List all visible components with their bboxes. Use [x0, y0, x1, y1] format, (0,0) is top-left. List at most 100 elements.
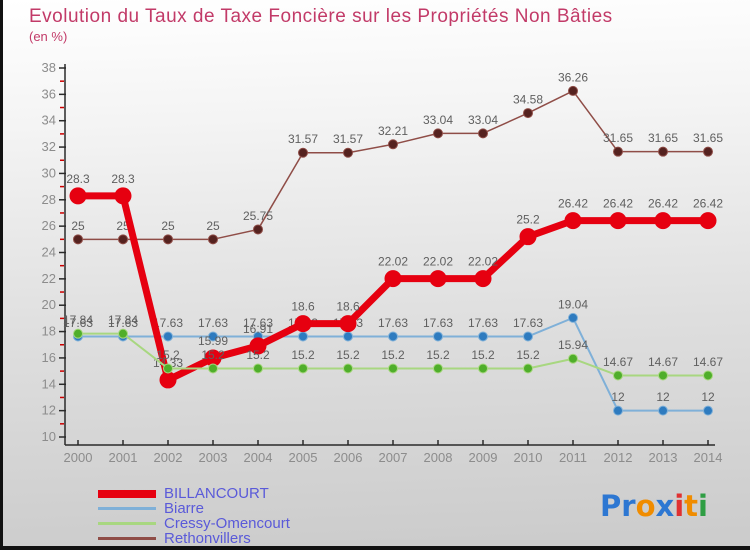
data-point [478, 128, 488, 139]
data-label: 15.2 [426, 348, 450, 362]
data-label: 17.63 [198, 316, 228, 330]
data-point [703, 146, 713, 157]
data-label: 25 [161, 219, 175, 233]
x-tick-label: 2010 [514, 450, 543, 465]
data-point [208, 234, 218, 245]
x-tick-label: 2000 [64, 450, 93, 465]
data-point [703, 405, 713, 416]
logo-letter: t [684, 489, 699, 523]
logo-letter: x [655, 489, 675, 523]
data-point [118, 328, 128, 339]
data-point [298, 147, 308, 158]
legend-item-rethonvillers: Rethonvillers [98, 531, 290, 546]
data-label: 34.58 [513, 93, 543, 107]
x-tick-label: 2004 [244, 450, 273, 465]
data-label: 14.33 [153, 356, 183, 370]
legend-label: Cressy-Omencourt [164, 515, 290, 532]
data-point [69, 187, 87, 205]
data-label: 17.63 [423, 316, 453, 330]
data-label: 31.57 [288, 132, 318, 146]
data-point [294, 315, 312, 333]
page-subtitle: (en %) [29, 29, 68, 44]
data-point [433, 128, 443, 139]
data-point [658, 146, 668, 157]
data-point [654, 212, 672, 230]
data-label: 33.04 [468, 113, 498, 127]
data-label: 17.63 [108, 316, 138, 330]
x-tick-label: 2007 [379, 450, 408, 465]
logo-letter: P [599, 489, 622, 523]
y-tick-label: 38 [42, 60, 56, 75]
x-tick-label: 2013 [649, 450, 678, 465]
data-point [388, 363, 398, 374]
data-point [343, 363, 353, 374]
data-point [73, 328, 83, 339]
data-label: 15.2 [291, 348, 315, 362]
data-label: 25 [206, 219, 220, 233]
data-point [478, 363, 488, 374]
data-point [118, 234, 128, 245]
data-point [568, 85, 578, 96]
data-label: 22.02 [378, 255, 408, 269]
data-label: 17.63 [468, 316, 498, 330]
data-label: 14.67 [648, 355, 678, 369]
data-point [478, 331, 488, 342]
x-tick-label: 2014 [694, 450, 723, 465]
chart-legend: BILLANCOURT Biarre Cressy-Omencourt Reth… [98, 486, 290, 546]
data-label: 17.84 [108, 313, 138, 327]
logo-letter: i [698, 489, 708, 523]
line-chart: 10 12 14 16 18 20 22 24 26 28 30 32 34 36 38 2000 2001 20… [42, 60, 724, 465]
data-point [114, 187, 132, 205]
data-point [523, 331, 533, 342]
data-label: 32.21 [378, 124, 408, 138]
data-label: 15.2 [201, 348, 225, 362]
y-tick-label: 12 [42, 403, 56, 418]
data-point [658, 405, 668, 416]
data-label: 28.3 [66, 172, 90, 186]
data-label: 15.99 [198, 334, 228, 348]
data-point [163, 234, 173, 245]
data-label: 25 [71, 219, 85, 233]
data-label: 18.6 [336, 300, 360, 314]
data-point [609, 212, 627, 230]
y-tick-label: 16 [42, 350, 56, 365]
data-point [208, 331, 218, 342]
y-tick-label: 10 [42, 429, 56, 444]
data-point [568, 312, 578, 323]
y-tick-label: 34 [42, 113, 56, 128]
x-tick-label: 2006 [334, 450, 363, 465]
data-label: 14.67 [603, 355, 633, 369]
data-label: 26.42 [693, 197, 723, 211]
data-point [163, 363, 173, 374]
data-point [159, 371, 177, 389]
data-point [163, 331, 173, 342]
data-label: 22.02 [423, 255, 453, 269]
data-point [253, 363, 263, 374]
data-point [298, 363, 308, 374]
data-point [298, 331, 308, 342]
data-point [339, 315, 357, 333]
x-tick-label: 2008 [424, 450, 453, 465]
data-label: 26.42 [648, 197, 678, 211]
x-tick-label: 2005 [289, 450, 318, 465]
y-tick-label: 32 [42, 139, 56, 154]
data-point [384, 270, 402, 288]
data-label: 17.63 [153, 316, 183, 330]
x-tick-label: 2012 [604, 450, 633, 465]
logo-letter: i [674, 489, 685, 523]
data-label: 17.63 [63, 316, 93, 330]
data-point [568, 353, 578, 364]
data-point [343, 331, 353, 342]
data-label: 31.65 [693, 131, 723, 145]
data-point [208, 363, 218, 374]
data-label: 36.26 [558, 70, 588, 84]
y-tick-label: 20 [42, 297, 56, 312]
data-point [523, 363, 533, 374]
y-tick-label: 24 [42, 245, 56, 260]
proxiti-logo: Proxiti [600, 489, 708, 523]
data-label: 31.57 [333, 132, 363, 146]
x-tick-label: 2009 [469, 450, 498, 465]
